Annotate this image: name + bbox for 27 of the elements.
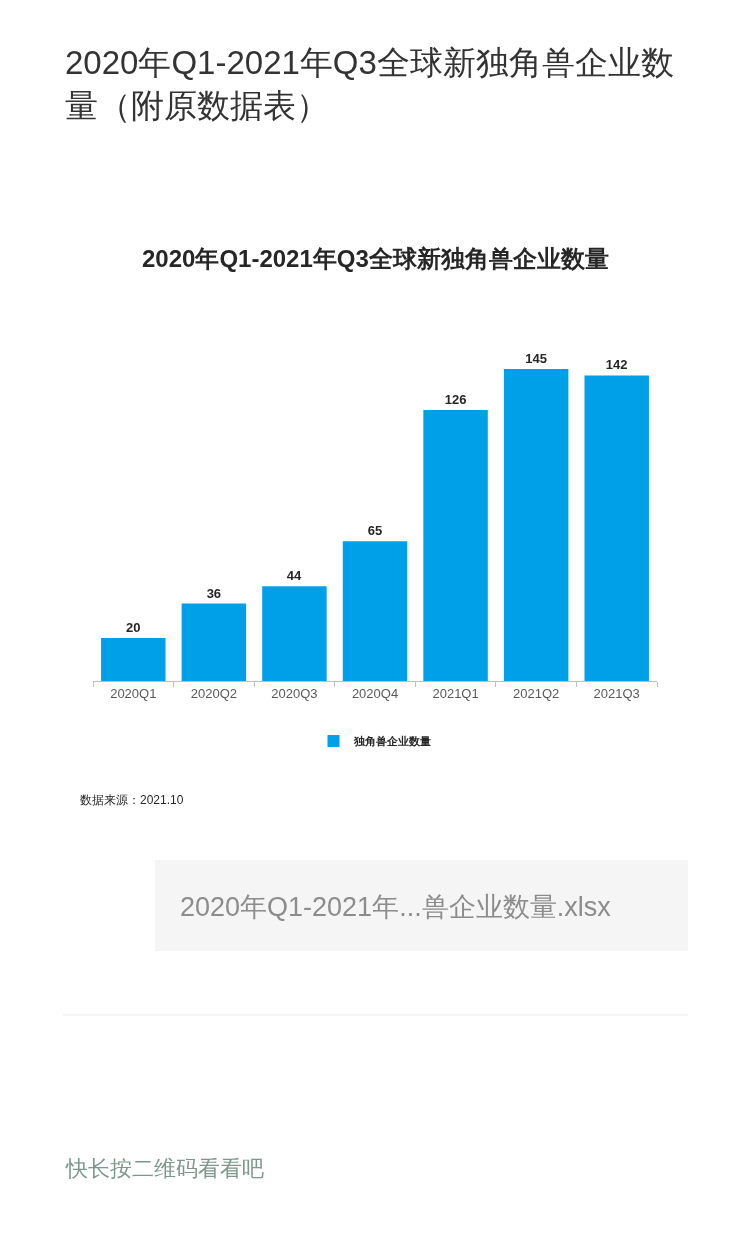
bar — [423, 409, 488, 681]
x-tick-label: 2020Q2 — [190, 685, 237, 701]
bar — [101, 637, 166, 681]
x-tick-label: 2021Q1 — [432, 685, 479, 701]
text: 快长按二维码看看吧 — [65, 1156, 264, 1181]
data-label: 44 — [286, 568, 303, 584]
bar — [262, 586, 327, 681]
chart-title: 2020年Q1-2021年Q3全球新独角兽企业数量（附原数据表） — [65, 44, 674, 124]
data-label: 142 — [605, 357, 628, 373]
data-label: 65 — [367, 523, 383, 539]
x-tick-label: 2021Q2 — [513, 685, 560, 701]
data-label: 126 — [444, 391, 467, 407]
source-note: 数据来源：2021.10 — [80, 793, 184, 807]
data-label: 145 — [525, 351, 547, 366]
bar — [342, 541, 408, 681]
x-tick-label: 2020Q4 — [351, 685, 399, 701]
bar — [503, 369, 569, 681]
bar — [584, 375, 649, 681]
chart-subtitle: 2020年Q1-2021年Q3全球新独角兽企业数量 — [142, 245, 609, 272]
x-tick-label: 2020Q3 — [271, 685, 318, 701]
data-label: 36 — [206, 585, 222, 601]
data-label: 20 — [126, 619, 141, 635]
x-tick-label: 2020Q1 — [110, 685, 157, 701]
bar — [181, 603, 247, 681]
text: 2020年Q1-2021年...兽企业数量.xlsx — [180, 892, 612, 922]
legend-label: 独角兽企业数量 — [352, 735, 431, 748]
x-tick-label: 2021Q3 — [593, 685, 640, 701]
